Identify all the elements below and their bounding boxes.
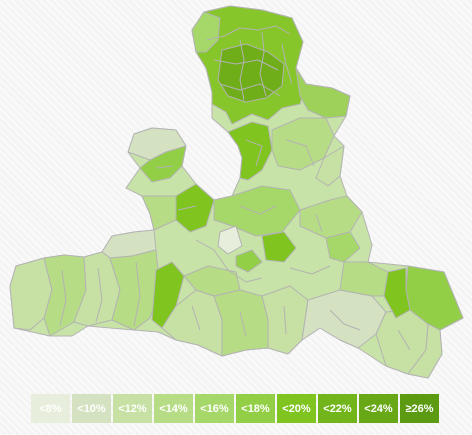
region-sc-4[interactable]	[183, 265, 241, 297]
region-stem[interactable]	[227, 121, 273, 181]
region-center-east[interactable]	[299, 195, 363, 239]
legend-label: <18%	[241, 402, 270, 415]
legend-label: <20%	[282, 402, 311, 415]
legend-label: <14%	[159, 402, 188, 415]
legend-label: <24%	[364, 402, 393, 415]
legend-class-6: <18%	[236, 394, 275, 423]
region-center[interactable]	[213, 185, 301, 237]
legend-class-3: <12%	[113, 394, 152, 423]
legend-label: ≥26%	[405, 402, 434, 415]
inner-borders	[59, 25, 411, 351]
region-se-tip[interactable]	[407, 323, 443, 379]
legend-class-9: <24%	[359, 394, 398, 423]
legend-label: <22%	[323, 402, 352, 415]
region-east-small[interactable]	[315, 145, 345, 187]
legend: <8% <10% <12% <14% <16% <18% <20% <22% <…	[31, 394, 439, 423]
region-north-west[interactable]	[191, 11, 221, 53]
region-north-east[interactable]	[295, 67, 351, 119]
region-sc-2[interactable]	[213, 289, 269, 357]
region-west-lower2[interactable]	[141, 195, 177, 231]
region-center-dark[interactable]	[261, 231, 297, 263]
legend-label: <12%	[118, 402, 147, 415]
legend-class-5: <16%	[195, 394, 234, 423]
region-west-mid[interactable]	[139, 145, 187, 183]
region-se-green2[interactable]	[383, 267, 411, 319]
region-center-lake[interactable]	[217, 225, 243, 255]
legend-class-1: <8%	[31, 394, 70, 423]
region-center-dark2[interactable]	[235, 249, 263, 273]
legend-class-2: <10%	[72, 394, 111, 423]
region-sw-4[interactable]	[109, 249, 161, 331]
region-center-east2[interactable]	[325, 231, 361, 263]
legend-label: <8%	[39, 402, 62, 415]
legend-class-7: <20%	[277, 394, 316, 423]
legend-class-8: <22%	[318, 394, 357, 423]
legend-label: <10%	[77, 402, 106, 415]
legend-label: <16%	[200, 402, 229, 415]
legend-class-10: ≥26%	[400, 394, 439, 423]
legend-class-4: <14%	[154, 394, 193, 423]
